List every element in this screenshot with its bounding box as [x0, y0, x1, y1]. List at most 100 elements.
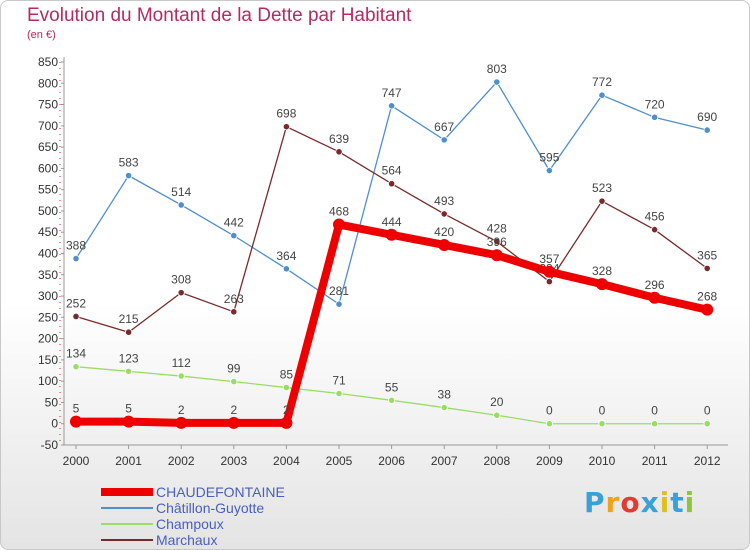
legend-swatch-marchaux [101, 539, 153, 541]
data-label-chatillon-guyotte: 747 [382, 86, 402, 100]
data-point-marchaux [493, 237, 501, 246]
data-label-champoux: 71 [332, 374, 346, 388]
data-label-chatillon-guyotte: 388 [66, 239, 86, 253]
data-label-chatillon-guyotte: 514 [171, 185, 191, 199]
legend-label-marchaux: Marchaux [156, 532, 218, 548]
series-line-champoux [75, 366, 708, 425]
data-point-chaudefontaine [175, 416, 188, 429]
data-label-marchaux: 564 [382, 164, 402, 178]
y-tick-label: 500 [38, 204, 58, 218]
data-point-chaudefontaine [438, 238, 451, 251]
data-point-champoux [230, 377, 238, 386]
chart-title: Evolution du Montant de la Dette par Hab… [27, 5, 412, 26]
data-label-marchaux: 639 [329, 132, 349, 146]
x-tick-label: 2010 [589, 454, 616, 468]
proxiti-logo: Proxiti [584, 486, 695, 519]
logo-letter: t [670, 486, 685, 519]
data-label-chaudefontaine: 268 [697, 290, 717, 304]
data-label-champoux: 112 [172, 356, 191, 370]
data-label-marchaux: 523 [592, 181, 612, 195]
logo-letter: x [640, 486, 660, 519]
data-label-chatillon-guyotte: 583 [119, 156, 139, 170]
data-point-champoux [72, 363, 80, 371]
y-tick-label: 100 [38, 374, 58, 388]
y-tick-label: 700 [38, 119, 58, 133]
data-label-marchaux: 252 [66, 296, 86, 310]
data-point-marchaux [387, 180, 396, 188]
data-point-marchaux [177, 289, 185, 297]
data-point-chatillon-guyotte [125, 172, 133, 180]
logo-letter: i [659, 486, 671, 519]
data-point-chaudefontaine [333, 218, 345, 231]
data-label-marchaux: 308 [171, 273, 191, 287]
y-tick-label: 850 [38, 55, 58, 69]
legend-swatch-chatillon-guyotte [101, 507, 153, 509]
logo-letter: o [620, 486, 641, 519]
x-tick-label: 2007 [431, 454, 458, 468]
data-point-champoux [440, 403, 448, 412]
data-point-marchaux [230, 308, 238, 316]
data-point-champoux [598, 420, 606, 428]
data-label-chaudefontaine: 5 [73, 402, 80, 416]
data-point-chatillon-guyotte [177, 201, 185, 209]
data-point-champoux [545, 420, 554, 428]
data-point-chatillon-guyotte [650, 113, 659, 121]
data-label-champoux: 55 [385, 380, 399, 394]
data-label-chaudefontaine: 296 [645, 278, 665, 292]
data-point-chatillon-guyotte [230, 232, 238, 240]
data-point-marchaux [72, 312, 80, 321]
data-label-chaudefontaine: 396 [487, 235, 507, 249]
data-label-marchaux: 365 [697, 248, 717, 262]
data-label-champoux: 20 [490, 395, 504, 409]
logo-letter: r [605, 486, 621, 519]
data-point-chatillon-guyotte [598, 91, 606, 99]
data-point-marchaux [125, 328, 133, 336]
data-point-chaudefontaine [385, 228, 398, 241]
y-tick-label: 200 [38, 332, 58, 346]
data-point-champoux [282, 383, 290, 392]
data-label-chatillon-guyotte: 690 [697, 110, 717, 124]
data-point-marchaux [335, 148, 343, 156]
data-label-champoux: 0 [546, 404, 553, 418]
data-point-chatillon-guyotte [282, 265, 290, 273]
data-label-champoux: 99 [227, 362, 241, 376]
data-point-chatillon-guyotte [493, 78, 501, 86]
data-label-chaudefontaine: 5 [125, 402, 132, 416]
data-label-chaudefontaine: 468 [329, 205, 349, 219]
data-point-marchaux [282, 123, 290, 131]
x-tick-label: 2000 [63, 454, 90, 468]
logo-letter: i [684, 486, 696, 519]
data-point-chaudefontaine [596, 278, 608, 291]
x-tick-label: 2004 [273, 454, 300, 468]
y-tick-label: 550 [38, 183, 58, 197]
data-label-chaudefontaine: 2 [230, 403, 237, 417]
data-label-chaudefontaine: 2 [283, 403, 290, 417]
data-label-chaudefontaine: 357 [539, 252, 559, 266]
data-label-marchaux: 698 [276, 107, 296, 121]
data-label-chatillon-guyotte: 442 [224, 216, 244, 230]
data-label-marchaux: 215 [119, 312, 139, 326]
data-point-chaudefontaine [227, 416, 240, 429]
data-label-chatillon-guyotte: 281 [329, 284, 349, 298]
data-point-chaudefontaine [701, 303, 714, 316]
data-point-chaudefontaine [490, 249, 503, 262]
data-point-champoux [125, 367, 133, 375]
y-tick-label: 800 [38, 76, 58, 90]
data-label-champoux: 0 [651, 404, 658, 418]
data-label-chaudefontaine: 444 [382, 215, 402, 229]
data-point-chaudefontaine [648, 291, 661, 304]
data-point-marchaux [545, 277, 554, 286]
y-tick-label: -50 [41, 438, 59, 452]
data-label-marchaux: 263 [224, 292, 244, 306]
data-label-marchaux: 493 [434, 194, 454, 208]
data-point-chaudefontaine [280, 416, 293, 429]
x-tick-label: 2011 [642, 454, 668, 468]
x-tick-label: 2005 [326, 454, 353, 468]
data-point-champoux [387, 396, 396, 404]
data-point-marchaux [703, 264, 711, 272]
data-point-marchaux [440, 210, 448, 218]
data-point-chaudefontaine [70, 415, 82, 428]
data-point-chatillon-guyotte [387, 102, 396, 110]
data-point-champoux [703, 420, 711, 428]
